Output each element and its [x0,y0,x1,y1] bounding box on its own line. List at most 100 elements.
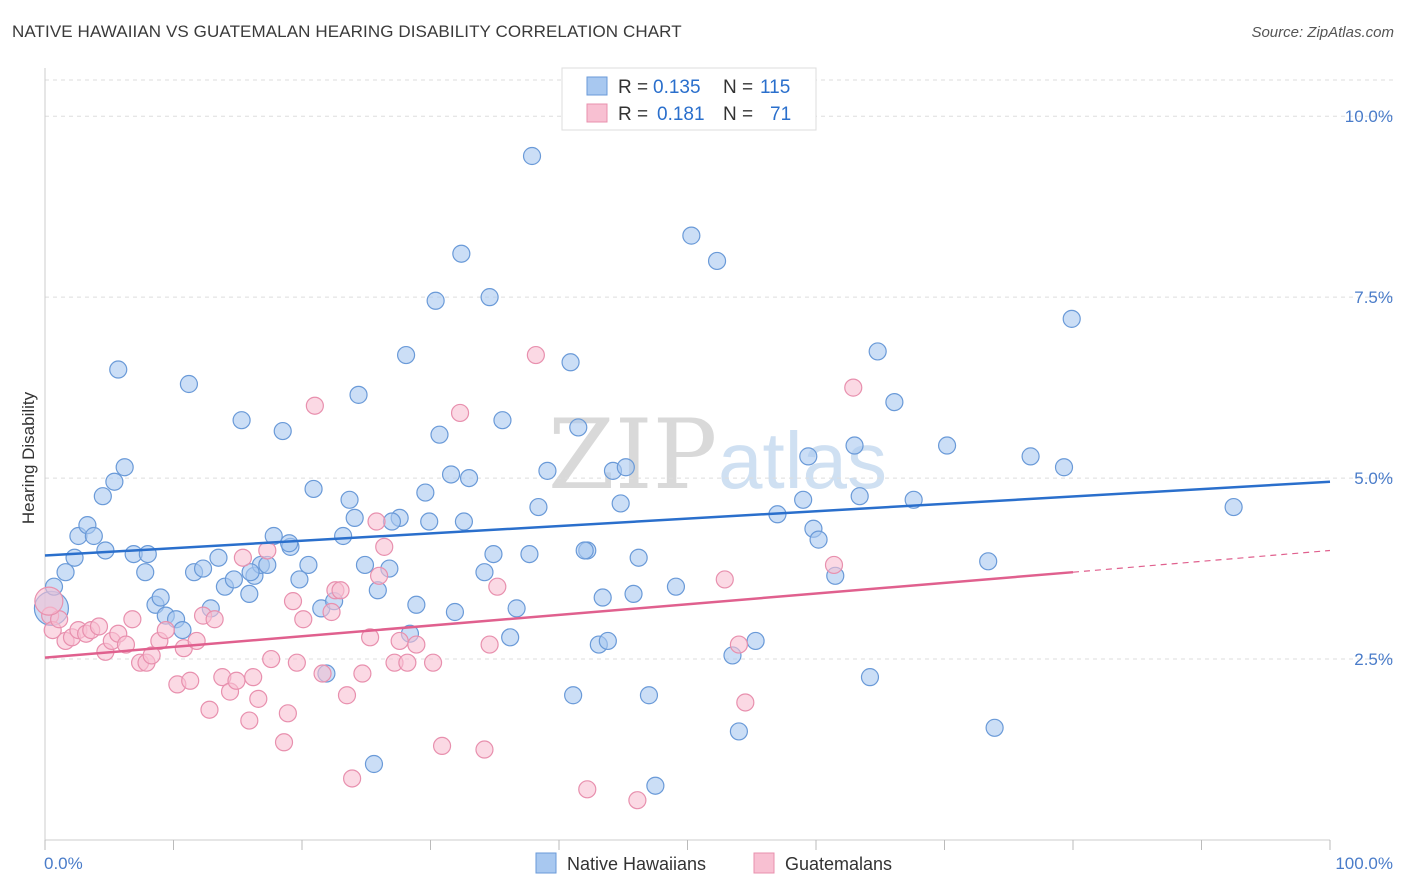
legend-r-label-guatemalans: R = [618,104,648,125]
native-hawaiian-point [666,577,686,596]
native-hawaiian-point [396,345,416,365]
guatemalan-point [844,378,863,397]
native-hawaiian-point [93,487,112,506]
native-hawaiian-point [304,479,323,499]
native-hawaiian-point [136,563,155,582]
guatemalan-point [367,512,386,531]
native-hawaiian-point [809,530,828,549]
native-hawaiian-point [1054,458,1074,477]
guatemalan-point [34,586,64,616]
stats-legend: R = 0.135 N = 115 R = 0.181 N = 71 [561,67,817,131]
source-label: Source: ZipAtlas.com [1251,24,1394,41]
native-hawaiian-point [593,588,612,607]
y-tick-label: 2.5% [1354,650,1393,669]
guatemalan-point [432,736,452,756]
guatemalan-point [244,668,263,687]
native-hawaiian-point [193,559,213,578]
native-hawaiian-point [575,541,594,560]
guatemalan-point [578,780,597,799]
native-hawaiian-point [850,487,869,506]
y-axis-label: Hearing Disability [19,391,38,524]
native-hawaiian-point [522,146,542,166]
native-hawaiian-point [426,291,445,310]
guatemalan-point [274,733,294,752]
native-hawaiian-point [232,411,251,430]
legend-n-label-guatemalans: N = [723,104,753,125]
native-hawaiian-point [860,668,880,687]
native-hawaiian-point [382,512,402,531]
chart-title: NATIVE HAWAIIAN VS GUATEMALAN HEARING DI… [12,22,682,41]
bottom-legend-label-native-hawaiians: Native Hawaiians [567,854,706,874]
native-hawaiian-point [979,552,998,571]
guatemalan-point [187,631,206,651]
y-tick-label: 7.5% [1354,288,1393,307]
guatemalan-point [353,664,372,683]
guatemalan-point [370,566,389,585]
native-hawaiian-point [280,534,299,553]
native-hawaiian-point [334,526,353,546]
native-hawaiian-trend-line [44,480,1331,557]
native-hawaiian-point [407,595,426,614]
native-hawaiian-point [845,436,864,455]
native-hawaiian-point [598,631,617,651]
data-points [33,146,1243,810]
native-hawaiian-point [520,544,539,564]
guatemalan-point [283,592,303,611]
guatemalan-point [715,570,734,589]
native-hawaiian-point [105,472,124,491]
guatemalan-point [294,610,313,629]
guatemalan-point [423,653,443,672]
guatemalan-point [89,617,109,636]
native-hawaiian-point [475,563,494,582]
native-hawaiian-point [299,555,318,575]
watermark: ZIP atlas [548,399,887,511]
native-hawaiian-point [1021,447,1040,466]
native-hawaiian-point [629,548,648,567]
native-hawaiian-point [564,686,583,705]
guatemalan-point [736,693,755,712]
y-tick-label: 5.0% [1354,469,1393,488]
native-hawaiian-point [452,244,471,263]
guatemalan-point [407,635,426,654]
native-hawaiian-point [885,392,904,412]
native-hawaiian-point [569,418,588,437]
native-hawaiian-point [1224,497,1243,517]
native-hawaiian-point [179,374,199,394]
native-hawaiian-point [241,563,260,582]
legend-swatch-native-hawaiians [586,76,608,96]
native-hawaiian-point [454,512,474,531]
guatemalan-point [526,345,545,365]
guatemalan-point [287,653,306,672]
guatemalan-point [116,635,136,654]
native-hawaiian-point [937,436,957,455]
legend-n-value-guatemalans: 71 [770,104,791,125]
guatemalan-point [343,769,362,788]
native-hawaiian-point [1062,309,1081,328]
guatemalan-point [258,541,277,560]
guatemalan-trend-line [44,570,1074,659]
native-hawaiian-point [611,494,630,513]
native-hawaiian-point [441,465,461,484]
native-hawaiian-point [364,754,384,774]
legend-swatch-guatemalans [586,103,608,123]
native-hawaiian-point [729,722,749,741]
guatemalan-point [278,704,297,723]
native-hawaiian-point [84,526,103,546]
native-hawaiian-point [507,599,526,618]
native-hawaiian-point [56,563,75,582]
guatemalan-point [729,635,749,654]
native-hawaiian-point [529,497,548,517]
guatemalan-point [305,396,324,415]
native-hawaiian-point [682,226,701,245]
native-hawaiian-point [561,353,580,372]
native-hawaiian-point [799,447,818,466]
legend-n-label-native-hawaiians: N = [723,77,753,98]
native-hawaiian-point [904,490,923,509]
legend-r-label-native-hawaiians: R = [618,77,648,98]
native-hawaiian-point [173,620,192,640]
native-hawaiian-point [794,490,813,509]
y-tick-label: 10.0% [1345,107,1393,126]
native-hawaiian-point [616,458,635,477]
guatemalan-point [181,671,200,690]
